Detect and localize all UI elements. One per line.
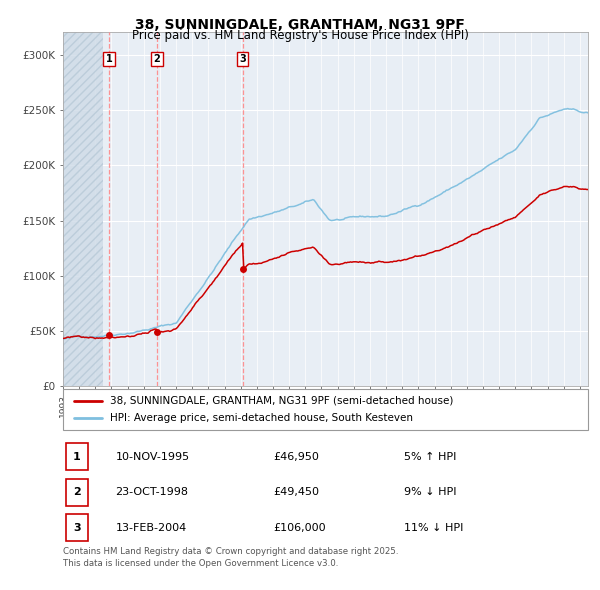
Bar xyxy=(65,479,88,506)
Text: Price paid vs. HM Land Registry's House Price Index (HPI): Price paid vs. HM Land Registry's House … xyxy=(131,30,469,42)
Text: This data is licensed under the Open Government Licence v3.0.: This data is licensed under the Open Gov… xyxy=(63,559,338,568)
Text: 23-OCT-1998: 23-OCT-1998 xyxy=(115,487,188,497)
Text: 13-FEB-2004: 13-FEB-2004 xyxy=(115,523,187,533)
Text: £46,950: £46,950 xyxy=(273,452,319,462)
Text: HPI: Average price, semi-detached house, South Kesteven: HPI: Average price, semi-detached house,… xyxy=(110,413,413,423)
Text: 2: 2 xyxy=(73,487,80,497)
Text: 38, SUNNINGDALE, GRANTHAM, NG31 9PF (semi-detached house): 38, SUNNINGDALE, GRANTHAM, NG31 9PF (sem… xyxy=(110,396,454,406)
Text: Contains HM Land Registry data © Crown copyright and database right 2025.: Contains HM Land Registry data © Crown c… xyxy=(63,547,398,556)
Text: £106,000: £106,000 xyxy=(273,523,326,533)
Bar xyxy=(65,444,88,470)
Text: £49,450: £49,450 xyxy=(273,487,319,497)
Text: 9% ↓ HPI: 9% ↓ HPI xyxy=(404,487,457,497)
Text: 2: 2 xyxy=(154,54,160,64)
Text: 3: 3 xyxy=(239,54,246,64)
Text: 38, SUNNINGDALE, GRANTHAM, NG31 9PF: 38, SUNNINGDALE, GRANTHAM, NG31 9PF xyxy=(135,18,465,32)
Text: 1: 1 xyxy=(73,452,80,462)
Text: 1: 1 xyxy=(106,54,113,64)
Text: 10-NOV-1995: 10-NOV-1995 xyxy=(115,452,190,462)
Text: 11% ↓ HPI: 11% ↓ HPI xyxy=(404,523,464,533)
Text: 5% ↑ HPI: 5% ↑ HPI xyxy=(404,452,457,462)
Bar xyxy=(65,514,88,541)
Bar xyxy=(63,32,103,386)
Text: 3: 3 xyxy=(73,523,80,533)
